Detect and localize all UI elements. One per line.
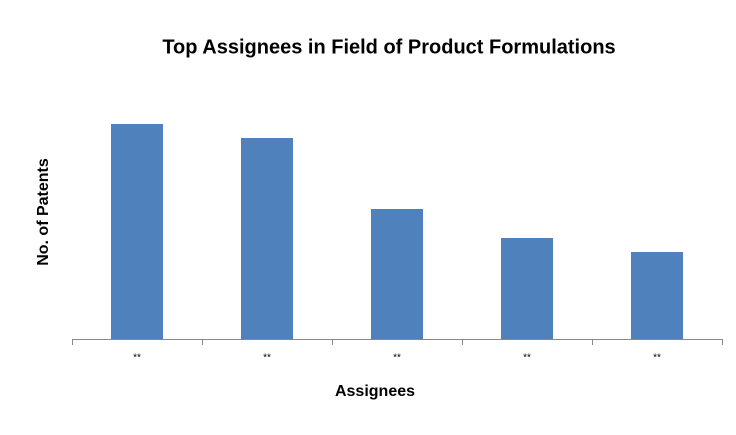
- x-tick-label: **: [263, 353, 271, 364]
- y-axis-label: No. of Patents: [35, 158, 52, 266]
- x-tick-label: **: [133, 353, 141, 364]
- bar: [501, 238, 553, 339]
- chart-title: Top Assignees in Field of Product Formul…: [162, 36, 615, 58]
- x-tick-label: **: [653, 353, 661, 364]
- bar: [241, 138, 293, 339]
- bar: [371, 209, 423, 339]
- bar: [631, 252, 683, 339]
- x-tick-label: **: [523, 353, 531, 364]
- x-tick-label: **: [393, 353, 401, 364]
- bar: [111, 124, 163, 339]
- x-axis-label: Assignees: [335, 383, 415, 400]
